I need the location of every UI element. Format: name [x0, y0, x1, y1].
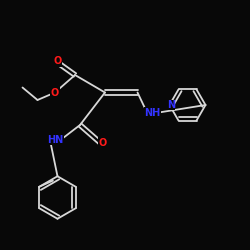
Text: O: O	[51, 88, 59, 98]
Text: HN: HN	[47, 135, 63, 145]
Text: O: O	[53, 56, 62, 66]
Text: NH: NH	[144, 108, 160, 118]
Text: N: N	[167, 100, 175, 110]
Text: O: O	[98, 138, 106, 147]
